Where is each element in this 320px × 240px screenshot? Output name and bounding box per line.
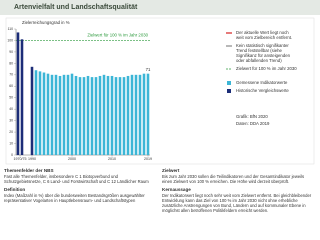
section-text: Der Indikatorwert liegt noch sehr weit v… bbox=[162, 193, 312, 213]
y-tick-label: 90 bbox=[9, 50, 13, 54]
bar bbox=[130, 74, 134, 155]
title: Artenvielfalt und Landschaftsqualität bbox=[14, 4, 138, 11]
y-tick-label: 110 bbox=[8, 27, 14, 31]
y-tick-label: 30 bbox=[9, 119, 13, 123]
bar bbox=[122, 77, 126, 155]
bar bbox=[146, 73, 150, 155]
bar bbox=[142, 73, 146, 155]
bar bbox=[82, 77, 86, 155]
x-tick-label: 2019 bbox=[144, 157, 152, 161]
bar bbox=[46, 73, 50, 155]
bar bbox=[74, 75, 78, 155]
y-tick-label: 0 bbox=[11, 153, 13, 157]
legend-label: Zielwert für 100 % im Jahr 2030 bbox=[236, 66, 297, 71]
bar bbox=[70, 73, 74, 155]
y-tick-label: 60 bbox=[9, 84, 13, 88]
bar bbox=[66, 74, 70, 155]
legend-label: Kein statistisch signifikanter Trend fest… bbox=[236, 43, 291, 63]
bar bbox=[118, 77, 122, 155]
bar bbox=[90, 77, 94, 155]
target-label: Zielwert für 100 % im Jahr 2030 bbox=[87, 33, 148, 38]
x-tick-label: 2010 bbox=[108, 157, 116, 161]
bar bbox=[30, 66, 34, 155]
bar bbox=[138, 74, 142, 155]
section-text: Fast alle Themenfelder, insbesondere C 1… bbox=[4, 174, 149, 184]
bar bbox=[78, 77, 82, 155]
bar bbox=[86, 75, 90, 155]
source: Daten: DDA 2019 bbox=[236, 121, 270, 126]
bar bbox=[114, 77, 118, 155]
section-heading: Themenfelder der NBS bbox=[4, 168, 54, 173]
legend-label: Der aktuelle Wert liegt noch weit vom Zie… bbox=[236, 30, 292, 40]
bar bbox=[58, 75, 62, 155]
right-column: Zielwert Bis zum Jahr 2030 sollen die Tei… bbox=[162, 168, 312, 216]
bar bbox=[34, 70, 38, 155]
chart: Zielerreichungsgrad in % 0 10 20 30 40 50 60 70… bbox=[5, 17, 315, 165]
data-label: 71 bbox=[146, 67, 151, 72]
chart-frame bbox=[5, 17, 315, 165]
legend-swatch bbox=[227, 81, 231, 85]
section-text: Index (Maßzahl in %) über die bundesweit… bbox=[4, 193, 145, 203]
legend-label: Historische Vergleichswerte bbox=[236, 88, 289, 93]
bar bbox=[110, 75, 114, 155]
section-text: Bis zum Jahr 2030 sollen die Teilindikat… bbox=[162, 174, 305, 184]
y-tick-label: 10 bbox=[9, 141, 13, 145]
bar bbox=[16, 32, 20, 155]
x-tick-label: 1990 bbox=[28, 157, 36, 161]
section-heading: Zielwert bbox=[162, 168, 180, 173]
bar bbox=[50, 74, 54, 155]
bar bbox=[42, 72, 46, 155]
x-tick-label: 2000 bbox=[68, 157, 76, 161]
y-tick-label: 50 bbox=[9, 96, 13, 100]
legend-swatch bbox=[227, 89, 231, 93]
bar bbox=[134, 74, 138, 155]
x-tick-label: 1970/75 bbox=[14, 157, 27, 161]
header: Artenvielfalt und Landschaftsqualität bbox=[0, 0, 320, 15]
bar bbox=[38, 71, 42, 155]
legend-label: Gemessene Indikatorwerte bbox=[236, 80, 288, 85]
bar bbox=[54, 74, 58, 155]
y-tick-label: 100 bbox=[7, 38, 13, 42]
y-tick-label: 20 bbox=[9, 130, 13, 134]
source: Grafik: BfN 2020 bbox=[236, 114, 268, 119]
y-tick-label: 80 bbox=[9, 61, 13, 65]
bar bbox=[20, 39, 24, 155]
section-heading: Kernaussage bbox=[162, 187, 191, 192]
bar bbox=[98, 75, 102, 155]
bar bbox=[94, 77, 98, 155]
y-tick-label: 40 bbox=[9, 107, 13, 111]
bar bbox=[126, 75, 130, 155]
y-axis-label: Zielerreichungsgrad in % bbox=[22, 20, 70, 25]
bar bbox=[62, 74, 66, 155]
bar bbox=[102, 74, 106, 155]
left-column: Themenfelder der NBS Fast alle Themenfeld… bbox=[4, 168, 154, 206]
y-tick-label: 70 bbox=[9, 73, 13, 77]
section-heading: Definition bbox=[4, 187, 26, 192]
bar bbox=[106, 75, 110, 155]
